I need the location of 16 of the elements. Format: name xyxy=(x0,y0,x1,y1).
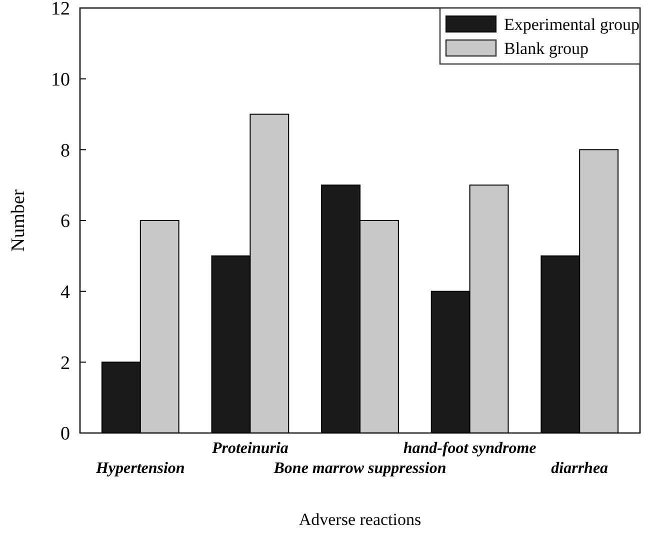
y-tick-label: 2 xyxy=(60,352,70,374)
x-tick-label: Proteinuria xyxy=(210,440,288,457)
x-tick-label: diarrhea xyxy=(551,460,608,477)
x-tick-label: hand-foot syndrome xyxy=(403,440,536,457)
y-tick-label: 4 xyxy=(60,282,70,303)
x-axis-title: Adverse reactions xyxy=(298,510,422,529)
y-axis-title: Number xyxy=(8,188,29,252)
legend-label: Blank group xyxy=(504,39,589,58)
x-tick-label: Bone marrow suppression xyxy=(272,460,446,477)
y-tick-label: 6 xyxy=(60,211,70,232)
y-tick-label: 0 xyxy=(60,424,70,445)
y-tick-label: 8 xyxy=(60,140,70,162)
y-tick-label: 10 xyxy=(51,69,70,90)
y-tick-label: 12 xyxy=(51,0,70,20)
x-tick-label: Hypertension xyxy=(94,460,185,477)
legend-label: Experimental group xyxy=(504,15,640,34)
